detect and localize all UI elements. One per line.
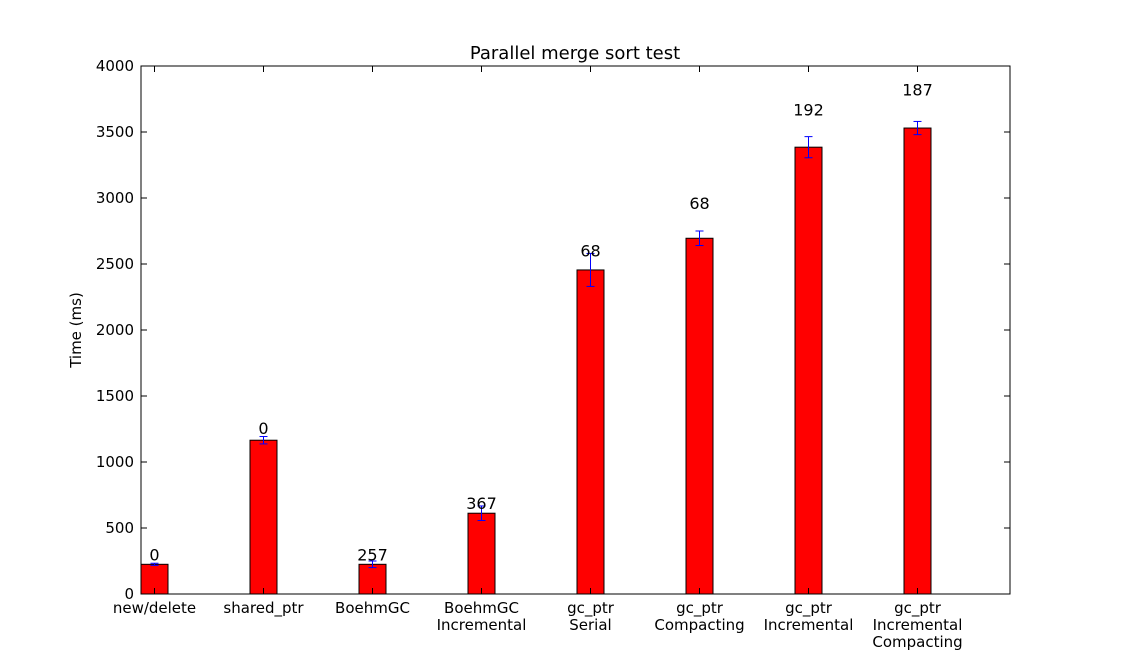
error-bars-group	[150, 120, 922, 569]
bar-annotation-4: 68	[580, 242, 600, 261]
y-tick-label-8: 4000	[96, 57, 134, 75]
x-tick-label-6-0: gc_ptr	[785, 599, 833, 618]
x-tick-label-5-1: Compacting	[654, 616, 744, 634]
x-tick-label-5-0: gc_ptr	[676, 599, 724, 618]
y-axis-label: Time (ms)	[67, 292, 85, 369]
x-tick-label-3-0: BoehmGC	[444, 599, 519, 617]
bar-annotation-1: 0	[258, 419, 268, 438]
bar-annotation-3: 367	[466, 494, 497, 513]
y-tick-label-1: 500	[105, 519, 134, 537]
x-tick-label-2-0: BoehmGC	[335, 599, 410, 617]
annotations-group: 0 0 257 367 68 68 192 187	[149, 81, 932, 565]
x-tick-label-4-1: Serial	[569, 616, 611, 634]
y-tick-label-7: 3500	[96, 123, 134, 141]
bar-3	[467, 512, 496, 595]
bar-6	[794, 146, 823, 595]
y-tick-label-0: 0	[124, 585, 134, 603]
y-ticks-group: 0 500 1000 1500 2000 2500 3000 3500 4000	[96, 57, 1010, 603]
bar-4	[576, 269, 605, 595]
x-tick-label-4-0: gc_ptr	[567, 599, 615, 618]
bar-1	[249, 439, 278, 595]
x-tick-label-7-0: gc_ptr	[894, 599, 942, 618]
chart-title: Parallel merge sort test	[470, 43, 680, 64]
y-tick-label-3: 1500	[96, 387, 134, 405]
y-tick-label-5: 2500	[96, 255, 134, 273]
bar-annotation-6: 192	[793, 100, 824, 119]
y-tick-label-4: 2000	[96, 321, 134, 339]
bar-5	[685, 237, 714, 595]
x-tick-label-0-0: new/delete	[113, 599, 196, 617]
x-labels-group: new/delete shared_ptr BoehmGC BoehmGCIncrem…	[113, 599, 963, 651]
bar-annotation-5: 68	[689, 194, 709, 213]
x-tick-label-3-1: Incremental	[437, 616, 527, 634]
bar-annotation-2: 257	[357, 545, 388, 564]
bar-annotation-0: 0	[149, 545, 159, 564]
bar-annotation-7: 187	[902, 81, 933, 100]
x-tick-label-7-1: Incremental	[873, 616, 963, 634]
x-tick-label-1-0: shared_ptr	[223, 599, 304, 618]
x-tick-label-7-2: Compacting	[872, 633, 962, 651]
plot-frame	[140, 65, 1011, 595]
bar-7	[903, 127, 932, 595]
x-tick-label-6-1: Incremental	[764, 616, 854, 634]
y-tick-label-2: 1000	[96, 453, 134, 471]
y-tick-label-6: 3000	[96, 189, 134, 207]
bars-group	[140, 127, 932, 595]
